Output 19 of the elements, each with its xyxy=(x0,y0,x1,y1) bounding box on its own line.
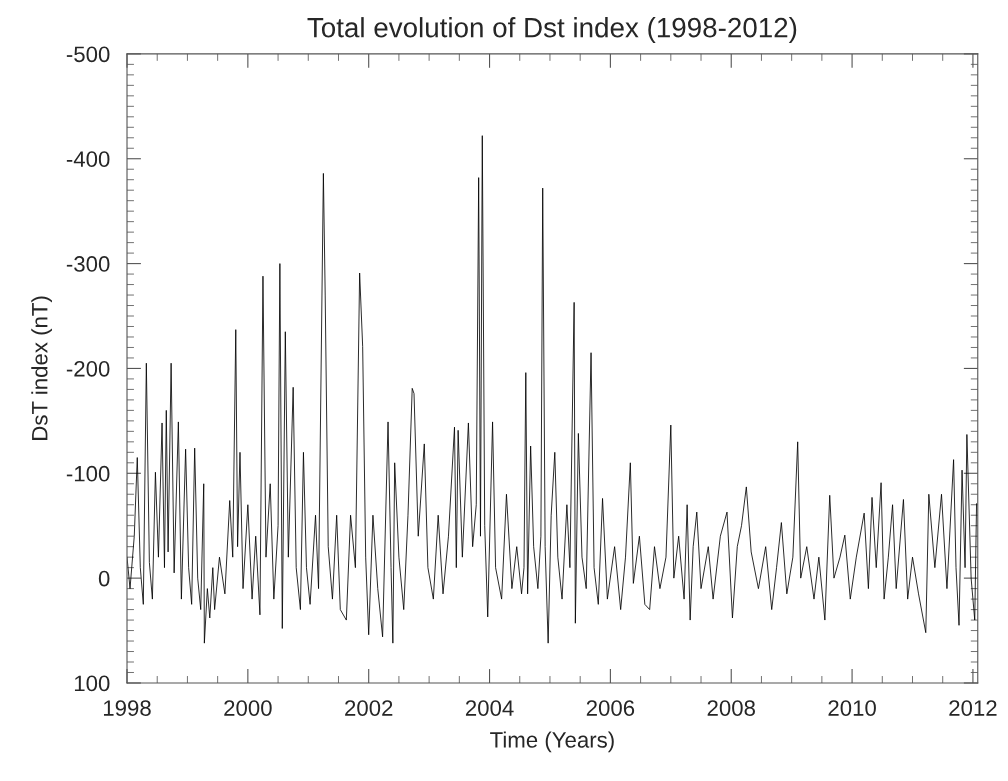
x-tick-label: 2004 xyxy=(465,700,514,716)
y-axis-title: DsT index (nT) xyxy=(31,296,52,440)
x-tick-label: 1998 xyxy=(103,700,151,716)
y-tick-label: -400 xyxy=(66,151,110,168)
x-tick-label: 2010 xyxy=(828,700,876,716)
y-tick-label: 0 xyxy=(98,570,110,587)
x-axis-title: Time (Years) xyxy=(490,731,614,753)
x-tick-label: 2002 xyxy=(345,700,393,716)
line-series xyxy=(127,135,977,644)
x-tick-label: 2000 xyxy=(224,700,272,716)
y-tick-label: -500 xyxy=(66,46,110,63)
y-tick-label: 100 xyxy=(74,675,110,692)
y-tick-label: -300 xyxy=(66,256,110,272)
y-tick-label: -200 xyxy=(66,360,110,377)
x-tick-label: 2006 xyxy=(586,700,635,716)
chart-title: Total evolution of Dst index (1998-2012) xyxy=(307,17,797,43)
x-tick-label: 2008 xyxy=(707,700,755,716)
x-tick-label: 2012 xyxy=(949,700,997,716)
y-tick-label: -100 xyxy=(66,465,110,482)
